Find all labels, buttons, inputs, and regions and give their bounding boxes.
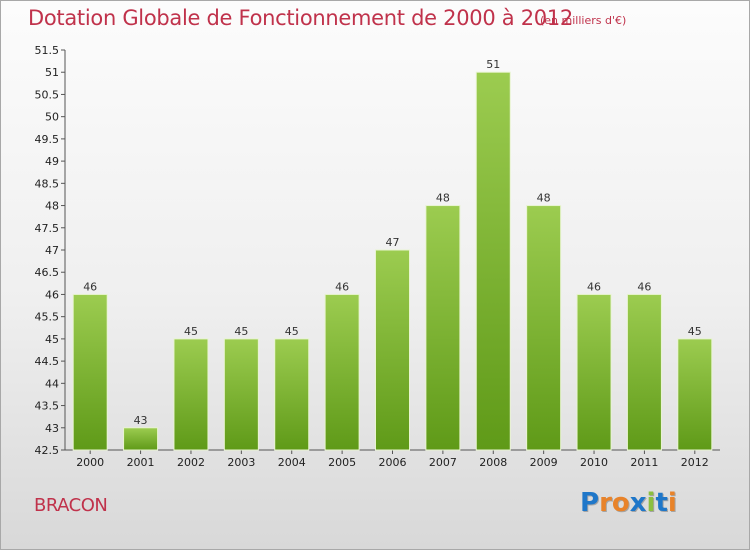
x-tick-label: 2005 <box>328 456 356 469</box>
logo-letter: t <box>655 488 668 518</box>
data-label: 45 <box>285 325 299 338</box>
data-label: 45 <box>234 325 248 338</box>
logo-letter: i <box>667 488 677 518</box>
bar-2002 <box>173 338 209 451</box>
proxiti-logo: Proxiti <box>580 488 677 518</box>
data-label: 46 <box>83 280 97 293</box>
y-tick-label: 46 <box>45 288 59 301</box>
data-label: 46 <box>335 280 349 293</box>
x-tick-label: 2006 <box>379 456 407 469</box>
bars <box>72 71 713 451</box>
y-tick-label: 49 <box>45 155 59 168</box>
x-tick-label: 2011 <box>630 456 658 469</box>
y-tick-label: 51 <box>45 66 59 79</box>
x-tick-label: 2002 <box>177 456 205 469</box>
data-label: 46 <box>637 280 651 293</box>
data-label: 45 <box>688 325 702 338</box>
y-tick-label: 43.5 <box>35 400 60 413</box>
logo-letter: i <box>646 488 656 518</box>
data-label: 45 <box>184 325 198 338</box>
bar-2011 <box>626 293 662 451</box>
logo-letter: o <box>611 488 630 518</box>
bar-2000 <box>72 293 108 451</box>
chart-subtitle: (en milliers d'€) <box>540 14 627 27</box>
bar-2007 <box>425 205 461 451</box>
x-tick-label: 2007 <box>429 456 457 469</box>
bar-2005 <box>324 293 360 451</box>
logo-letter: x <box>629 488 647 518</box>
y-tick-label: 50 <box>45 111 59 124</box>
x-tick-label: 2012 <box>681 456 709 469</box>
logo-letter: P <box>580 488 600 518</box>
y-tick-label: 45.5 <box>35 311 60 324</box>
y-tick-label: 47.5 <box>35 222 60 235</box>
x-tick-label: 2000 <box>76 456 104 469</box>
data-label: 48 <box>436 192 450 205</box>
y-tick-label: 50.5 <box>35 88 60 101</box>
commune-name: BRACON <box>34 495 108 516</box>
data-labels: 46 43 45 45 45 46 47 48 51 48 46 46 45 <box>83 58 702 427</box>
y-tick-label: 44.5 <box>35 355 60 368</box>
logo-letter: r <box>599 488 612 518</box>
data-label: 48 <box>537 192 551 205</box>
bar-2003 <box>223 338 259 451</box>
y-tick-label: 43 <box>45 422 59 435</box>
y-tick-label: 42.5 <box>35 444 60 457</box>
bar-2004 <box>274 338 310 451</box>
bar-2010 <box>576 293 612 451</box>
y-tick-label: 47 <box>45 244 59 257</box>
y-tick-label: 48.5 <box>35 177 60 190</box>
x-tick-label: 2001 <box>127 456 155 469</box>
bar-2001 <box>123 427 159 451</box>
bar-2012 <box>677 338 713 451</box>
y-tick-label: 45 <box>45 333 59 346</box>
data-label: 46 <box>587 280 601 293</box>
bar-2006 <box>375 249 410 451</box>
data-label: 47 <box>386 236 400 249</box>
y-tick-label: 46.5 <box>35 266 60 279</box>
x-tick-label: 2009 <box>530 456 558 469</box>
y-tick-label: 44 <box>45 377 59 390</box>
data-label: 51 <box>486 58 500 71</box>
data-label: 43 <box>134 414 148 427</box>
y-tick-label: 49.5 <box>35 133 60 146</box>
y-tick-label: 51.5 <box>35 44 60 57</box>
x-tick-label: 2008 <box>479 456 507 469</box>
y-tick-label: 48 <box>45 200 59 213</box>
bar-2008 <box>475 71 511 451</box>
x-tick-label: 2003 <box>227 456 255 469</box>
chart-title: Dotation Globale de Fonctionnement de 20… <box>28 6 573 30</box>
x-tick-label: 2004 <box>278 456 306 469</box>
x-tick-label: 2010 <box>580 456 608 469</box>
bar-2009 <box>526 205 562 451</box>
